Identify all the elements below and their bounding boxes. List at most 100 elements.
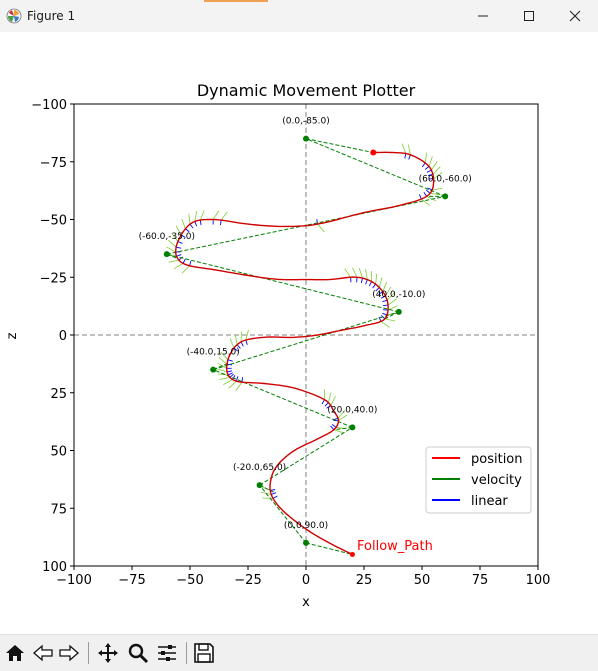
x-tick-label: 75 bbox=[472, 573, 489, 588]
save-button[interactable] bbox=[191, 640, 217, 666]
pan-icon bbox=[97, 642, 119, 664]
velocity-arrow bbox=[189, 214, 190, 224]
linear-connection-line bbox=[306, 139, 445, 197]
linear-arrow bbox=[176, 247, 181, 248]
velocity-arrow bbox=[241, 331, 242, 341]
y-tick-label: 50 bbox=[50, 445, 67, 460]
waypoint-label: (-60.0,-35.0) bbox=[139, 232, 195, 242]
taskbar-highlight bbox=[204, 0, 268, 2]
velocity-arrow bbox=[213, 211, 219, 220]
x-tick-label: 50 bbox=[414, 573, 431, 588]
velocity-arrow bbox=[331, 396, 336, 405]
y-tick-label: −25 bbox=[40, 271, 67, 286]
x-tick-label: 25 bbox=[356, 573, 373, 588]
linear-arrow bbox=[331, 426, 334, 430]
x-tick-label: 100 bbox=[526, 573, 551, 588]
linear-arrow bbox=[382, 313, 387, 315]
x-tick-label: −100 bbox=[56, 573, 92, 588]
linear-arrow bbox=[270, 490, 275, 491]
velocity-arrow bbox=[200, 210, 204, 220]
minimize-button[interactable] bbox=[460, 0, 506, 32]
x-tick-label: −50 bbox=[176, 573, 203, 588]
waypoint-marker bbox=[442, 193, 448, 199]
configure-subplots-icon bbox=[156, 642, 178, 664]
velocity-arrow bbox=[431, 161, 437, 170]
velocity-arrow bbox=[385, 319, 395, 321]
x-tick-label: −75 bbox=[118, 573, 145, 588]
linear-arrow bbox=[405, 154, 406, 159]
waypoint-label: (0.0,-85.0) bbox=[282, 117, 329, 127]
linear-connection-line bbox=[167, 254, 399, 312]
minimize-icon bbox=[477, 10, 489, 22]
linear-arrow bbox=[271, 493, 276, 495]
zoom-icon bbox=[127, 642, 149, 664]
waypoint-label: (-40.0,15.0) bbox=[187, 348, 240, 358]
maximize-button[interactable] bbox=[506, 0, 552, 32]
waypoint-marker bbox=[210, 367, 216, 373]
forward-button[interactable] bbox=[56, 640, 82, 666]
y-axis-label: z bbox=[5, 332, 20, 339]
maximize-icon bbox=[523, 10, 535, 22]
velocity-arrow bbox=[318, 224, 325, 232]
velocity-arrow bbox=[359, 268, 362, 278]
y-tick-label: −50 bbox=[40, 214, 67, 229]
velocity-arrow bbox=[334, 430, 344, 433]
linear-connection-line bbox=[306, 543, 352, 555]
velocity-arrow bbox=[169, 260, 179, 262]
velocity-arrow bbox=[432, 188, 442, 190]
waypoint-marker bbox=[164, 251, 170, 257]
linear-arrow bbox=[228, 360, 233, 361]
velocity-arrow bbox=[195, 211, 197, 221]
linear-arrow bbox=[369, 282, 371, 286]
linear-arrow bbox=[426, 190, 430, 193]
configure-subplots-button[interactable] bbox=[154, 640, 180, 666]
linear-arrow bbox=[419, 194, 421, 199]
linear-connection-line bbox=[213, 370, 352, 428]
y-tick-label: 75 bbox=[50, 502, 67, 517]
linear-arrow bbox=[373, 284, 376, 288]
window-titlebar: Figure 1 bbox=[0, 0, 598, 32]
velocity-arrow bbox=[223, 380, 232, 385]
velocity-arrow bbox=[220, 377, 230, 379]
linear-arrow bbox=[177, 255, 182, 257]
linear-arrow bbox=[228, 373, 232, 375]
linear-arrow bbox=[322, 400, 325, 404]
linear-connection-line bbox=[306, 139, 373, 153]
waypoint-label: (0.0,90.0) bbox=[284, 521, 328, 531]
home-button[interactable] bbox=[2, 640, 28, 666]
waypoint-label: (20.0,40.0) bbox=[327, 405, 377, 415]
toolbar-separator bbox=[88, 642, 89, 664]
legend-label-linear: linear bbox=[471, 494, 508, 509]
velocity-arrow bbox=[345, 269, 351, 278]
waypoint-label: (40.0,-10.0) bbox=[372, 290, 425, 300]
window-title: Figure 1 bbox=[27, 9, 75, 23]
linear-arrow bbox=[190, 224, 193, 228]
velocity-arrow bbox=[221, 212, 227, 220]
close-icon bbox=[569, 10, 581, 22]
linear-arrow bbox=[195, 221, 197, 226]
figure-canvas[interactable]: (0.0,90.0)(-20.0,65.0)(20.0,40.0)(-40.0,… bbox=[0, 32, 598, 634]
linear-arrow bbox=[361, 278, 362, 283]
y-tick-label: 25 bbox=[50, 387, 67, 402]
velocity-arrow bbox=[425, 153, 426, 163]
back-button[interactable] bbox=[30, 640, 56, 666]
linear-arrow bbox=[242, 377, 243, 382]
waypoint-marker bbox=[257, 482, 263, 488]
close-button[interactable] bbox=[552, 0, 598, 32]
path-end-marker bbox=[370, 150, 376, 156]
path-start-marker bbox=[350, 552, 355, 557]
velocity-arrow bbox=[236, 382, 242, 390]
linear-arrow bbox=[236, 376, 237, 381]
legend-label-position: position bbox=[471, 452, 523, 467]
linear-arrow bbox=[183, 259, 185, 263]
x-axis-label: x bbox=[302, 595, 310, 610]
linear-arrow bbox=[273, 496, 277, 498]
zoom-button[interactable] bbox=[125, 640, 151, 666]
velocity-arrow bbox=[402, 144, 406, 154]
velocity-arrow bbox=[408, 145, 410, 155]
linear-arrow bbox=[241, 342, 243, 346]
y-tick-label: −75 bbox=[40, 156, 67, 171]
y-tick-label: −100 bbox=[31, 98, 67, 113]
pan-button[interactable] bbox=[95, 640, 121, 666]
